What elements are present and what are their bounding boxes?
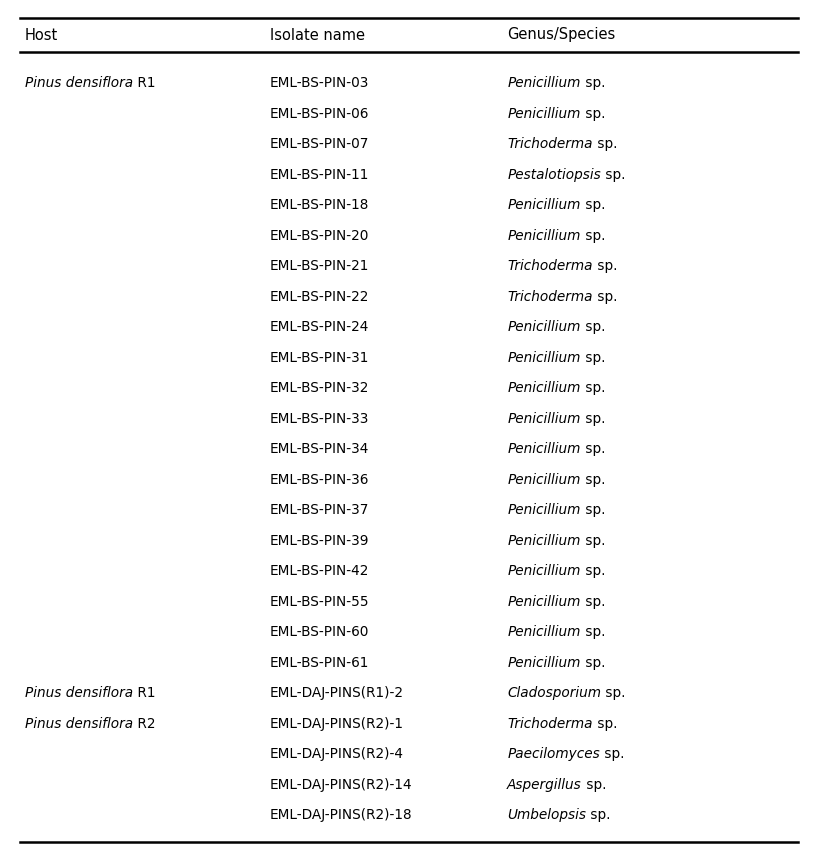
Text: Penicillium: Penicillium [507, 626, 581, 639]
Text: sp.: sp. [581, 564, 605, 578]
Text: sp.: sp. [601, 167, 626, 182]
Text: Penicillium: Penicillium [507, 564, 581, 578]
Text: Cladosporium: Cladosporium [507, 686, 601, 700]
Text: Pinus densiflora: Pinus densiflora [25, 717, 133, 731]
Text: sp.: sp. [581, 229, 605, 243]
Text: sp.: sp. [593, 717, 617, 731]
Text: EML-DAJ-PINS(R2)-18: EML-DAJ-PINS(R2)-18 [270, 809, 412, 822]
Text: sp.: sp. [581, 626, 605, 639]
Text: Penicillium: Penicillium [507, 229, 581, 243]
Text: EML-BS-PIN-37: EML-BS-PIN-37 [270, 503, 369, 517]
Text: EML-BS-PIN-07: EML-BS-PIN-07 [270, 137, 369, 151]
Text: Pinus densiflora: Pinus densiflora [25, 76, 133, 91]
Text: sp.: sp. [581, 473, 605, 487]
Text: Penicillium: Penicillium [507, 503, 581, 517]
Text: EML-BS-PIN-34: EML-BS-PIN-34 [270, 442, 369, 457]
Text: Umbelopsis: Umbelopsis [507, 809, 587, 822]
Text: EML-BS-PIN-60: EML-BS-PIN-60 [270, 626, 369, 639]
Text: Penicillium: Penicillium [507, 595, 581, 608]
Text: sp.: sp. [581, 320, 605, 334]
Text: EML-DAJ-PINS(R2)-4: EML-DAJ-PINS(R2)-4 [270, 747, 404, 761]
Text: sp.: sp. [581, 503, 605, 517]
Text: EML-DAJ-PINS(R2)-1: EML-DAJ-PINS(R2)-1 [270, 717, 404, 731]
Text: Trichoderma: Trichoderma [507, 259, 593, 274]
Text: Penicillium: Penicillium [507, 442, 581, 457]
Text: EML-BS-PIN-18: EML-BS-PIN-18 [270, 198, 369, 212]
Text: EML-BS-PIN-39: EML-BS-PIN-39 [270, 533, 370, 548]
Text: sp.: sp. [581, 76, 605, 91]
Text: Pinus densiflora: Pinus densiflora [25, 686, 133, 700]
Text: EML-BS-PIN-36: EML-BS-PIN-36 [270, 473, 369, 487]
Text: Isolate name: Isolate name [270, 28, 365, 42]
Text: Penicillium: Penicillium [507, 350, 581, 365]
Text: R1: R1 [133, 686, 155, 700]
Text: sp.: sp. [593, 290, 617, 304]
Text: Pestalotiopsis: Pestalotiopsis [507, 167, 601, 182]
Text: EML-BS-PIN-31: EML-BS-PIN-31 [270, 350, 369, 365]
Text: sp.: sp. [581, 656, 605, 670]
Text: sp.: sp. [581, 350, 605, 365]
Text: Penicillium: Penicillium [507, 473, 581, 487]
Text: sp.: sp. [601, 686, 626, 700]
Text: EML-DAJ-PINS(R1)-2: EML-DAJ-PINS(R1)-2 [270, 686, 404, 700]
Text: sp.: sp. [593, 137, 617, 151]
Text: Paecilomyces: Paecilomyces [507, 747, 600, 761]
Text: sp.: sp. [600, 747, 624, 761]
Text: EML-BS-PIN-20: EML-BS-PIN-20 [270, 229, 369, 243]
Text: EML-BS-PIN-55: EML-BS-PIN-55 [270, 595, 370, 608]
Text: sp.: sp. [587, 809, 611, 822]
Text: sp.: sp. [581, 533, 605, 548]
Text: Penicillium: Penicillium [507, 198, 581, 212]
Text: Penicillium: Penicillium [507, 320, 581, 334]
Text: EML-BS-PIN-61: EML-BS-PIN-61 [270, 656, 369, 670]
Text: EML-DAJ-PINS(R2)-14: EML-DAJ-PINS(R2)-14 [270, 778, 412, 791]
Text: sp.: sp. [581, 595, 605, 608]
Text: EML-BS-PIN-33: EML-BS-PIN-33 [270, 412, 369, 425]
Text: sp.: sp. [582, 778, 606, 791]
Text: Trichoderma: Trichoderma [507, 137, 593, 151]
Text: sp.: sp. [581, 381, 605, 395]
Text: Trichoderma: Trichoderma [507, 290, 593, 304]
Text: Genus/Species: Genus/Species [507, 28, 615, 42]
Text: EML-BS-PIN-42: EML-BS-PIN-42 [270, 564, 369, 578]
Text: sp.: sp. [581, 107, 605, 121]
Text: EML-BS-PIN-24: EML-BS-PIN-24 [270, 320, 369, 334]
Text: sp.: sp. [581, 412, 605, 425]
Text: Aspergillus: Aspergillus [507, 778, 582, 791]
Text: EML-BS-PIN-22: EML-BS-PIN-22 [270, 290, 369, 304]
Text: sp.: sp. [593, 259, 617, 274]
Text: Trichoderma: Trichoderma [507, 717, 593, 731]
Text: Penicillium: Penicillium [507, 381, 581, 395]
Text: R2: R2 [133, 717, 155, 731]
Text: R1: R1 [133, 76, 155, 91]
Text: Penicillium: Penicillium [507, 107, 581, 121]
Text: EML-BS-PIN-03: EML-BS-PIN-03 [270, 76, 369, 91]
Text: EML-BS-PIN-21: EML-BS-PIN-21 [270, 259, 369, 274]
Text: sp.: sp. [581, 198, 605, 212]
Text: EML-BS-PIN-06: EML-BS-PIN-06 [270, 107, 369, 121]
Text: Penicillium: Penicillium [507, 412, 581, 425]
Text: Penicillium: Penicillium [507, 533, 581, 548]
Text: Host: Host [25, 28, 58, 42]
Text: EML-BS-PIN-32: EML-BS-PIN-32 [270, 381, 369, 395]
Text: Penicillium: Penicillium [507, 76, 581, 91]
Text: Penicillium: Penicillium [507, 656, 581, 670]
Text: EML-BS-PIN-11: EML-BS-PIN-11 [270, 167, 369, 182]
Text: sp.: sp. [581, 442, 605, 457]
